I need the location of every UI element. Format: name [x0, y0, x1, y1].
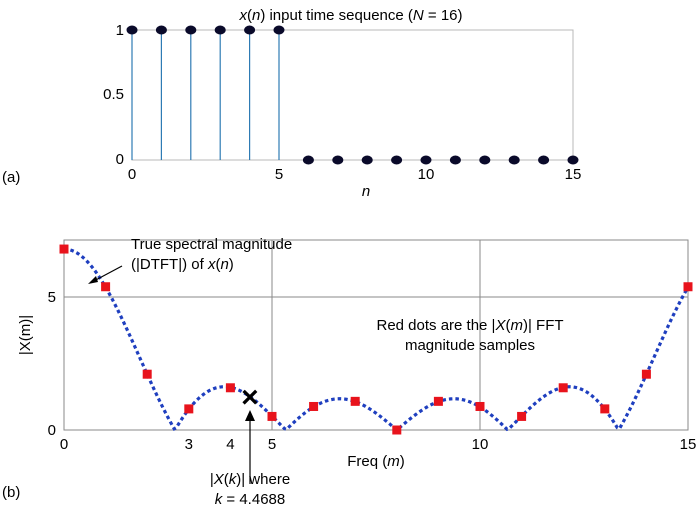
- stem-marker-6: [302, 155, 314, 165]
- dtft-curve-path: [63, 247, 690, 433]
- fft-annotation-line2: magnitude samples: [405, 337, 535, 354]
- panel-a-xtick-5: 5: [275, 166, 283, 183]
- panel-a-label: (a): [2, 169, 20, 186]
- stem-marker-13: [508, 155, 520, 165]
- panel-a-ytick-1: 1: [116, 22, 124, 39]
- fft-annotation-line1: Red dots are the |X(m)| FFT: [376, 317, 563, 334]
- fft-sample-5: [267, 411, 277, 421]
- stem-marker-11: [449, 155, 461, 165]
- stem-marker-14: [538, 155, 550, 165]
- panel-a-stems: [126, 25, 579, 165]
- panel-b-xtick-5: 5: [268, 436, 276, 453]
- fft-sample-11: [517, 411, 527, 421]
- panel-a-title: x(n) input time sequence (N = 16): [238, 7, 462, 24]
- panel-b-xk-marker: ×: [241, 381, 259, 414]
- panel-b-xtick-0: 0: [60, 436, 68, 453]
- panel-a-ytick-0: 0: [116, 151, 124, 168]
- stem-marker-3: [214, 25, 226, 35]
- panel-b-ytick-5: 5: [48, 289, 56, 306]
- panel-a-axes-box: [131, 29, 574, 161]
- panel-b-fft-samples: [59, 244, 693, 435]
- stem-marker-0: [126, 25, 138, 35]
- stem-marker-12: [479, 155, 491, 165]
- fft-sample-14: [641, 369, 651, 379]
- stem-marker-2: [185, 25, 197, 35]
- dtft-annotation-arrowhead: [88, 276, 98, 284]
- stem-marker-4: [244, 25, 256, 35]
- panel-b: (b) 0 5 0 3 4 5 10 15 |X(m)| Freq (m) × True …: [2, 236, 696, 508]
- fft-sample-13: [600, 404, 610, 414]
- fft-sample-10: [475, 401, 485, 411]
- fft-sample-9: [433, 396, 443, 406]
- dtft-annotation-line1: True spectral magnitude: [131, 236, 292, 253]
- panel-a-xtick-15: 15: [565, 166, 582, 183]
- fft-sample-4: [225, 383, 235, 393]
- panel-b-label: (b): [2, 484, 20, 501]
- dtft-annotation-line2: (|DTFT|) of x(n): [131, 256, 234, 273]
- panel-b-xtick-10: 10: [472, 436, 489, 453]
- stem-marker-5: [273, 25, 285, 35]
- fft-sample-7: [350, 396, 360, 406]
- panel-a-xtick-10: 10: [418, 166, 435, 183]
- panel-a-xlabel: n: [362, 183, 370, 200]
- fft-sample-8: [392, 425, 402, 435]
- panel-b-xtick-4: 4: [226, 436, 234, 453]
- panel-a-xtick-0: 0: [128, 166, 136, 183]
- stem-marker-9: [391, 155, 403, 165]
- stem-marker-7: [332, 155, 344, 165]
- panel-b-ytick-0: 0: [48, 422, 56, 439]
- xk-annotation-line1: |X(k)| where: [210, 471, 290, 488]
- fft-sample-15: [683, 282, 693, 292]
- fft-sample-3: [184, 404, 194, 414]
- xk-annotation-arrowhead: [245, 410, 255, 421]
- fft-sample-0: [59, 244, 69, 254]
- stem-marker-1: [155, 25, 167, 35]
- fft-sample-6: [309, 401, 319, 411]
- panel-b-ylabel: |X(m)|: [17, 315, 34, 355]
- fft-sample-1: [101, 282, 111, 292]
- panel-b-xlabel: Freq (m): [347, 453, 405, 470]
- stem-marker-8: [361, 155, 373, 165]
- panel-b-xtick-15: 15: [680, 436, 697, 453]
- panel-b-dtft-curve: [63, 247, 690, 433]
- panel-b-xticks: 0 3 4 5 10 15: [60, 436, 697, 453]
- fft-sample-2: [142, 369, 152, 379]
- panel-b-xtick-3: 3: [185, 436, 193, 453]
- stem-marker-10: [420, 155, 432, 165]
- panel-b-axes-box: [63, 239, 689, 431]
- panel-a: (a) x(n) input time sequence (N = 16) 0 …: [2, 7, 581, 200]
- xk-annotation-line2: k = 4.4688: [215, 491, 285, 508]
- stem-marker-15: [567, 155, 579, 165]
- panel-a-ytick-0.5: 0.5: [103, 86, 124, 103]
- fft-sample-12: [558, 383, 568, 393]
